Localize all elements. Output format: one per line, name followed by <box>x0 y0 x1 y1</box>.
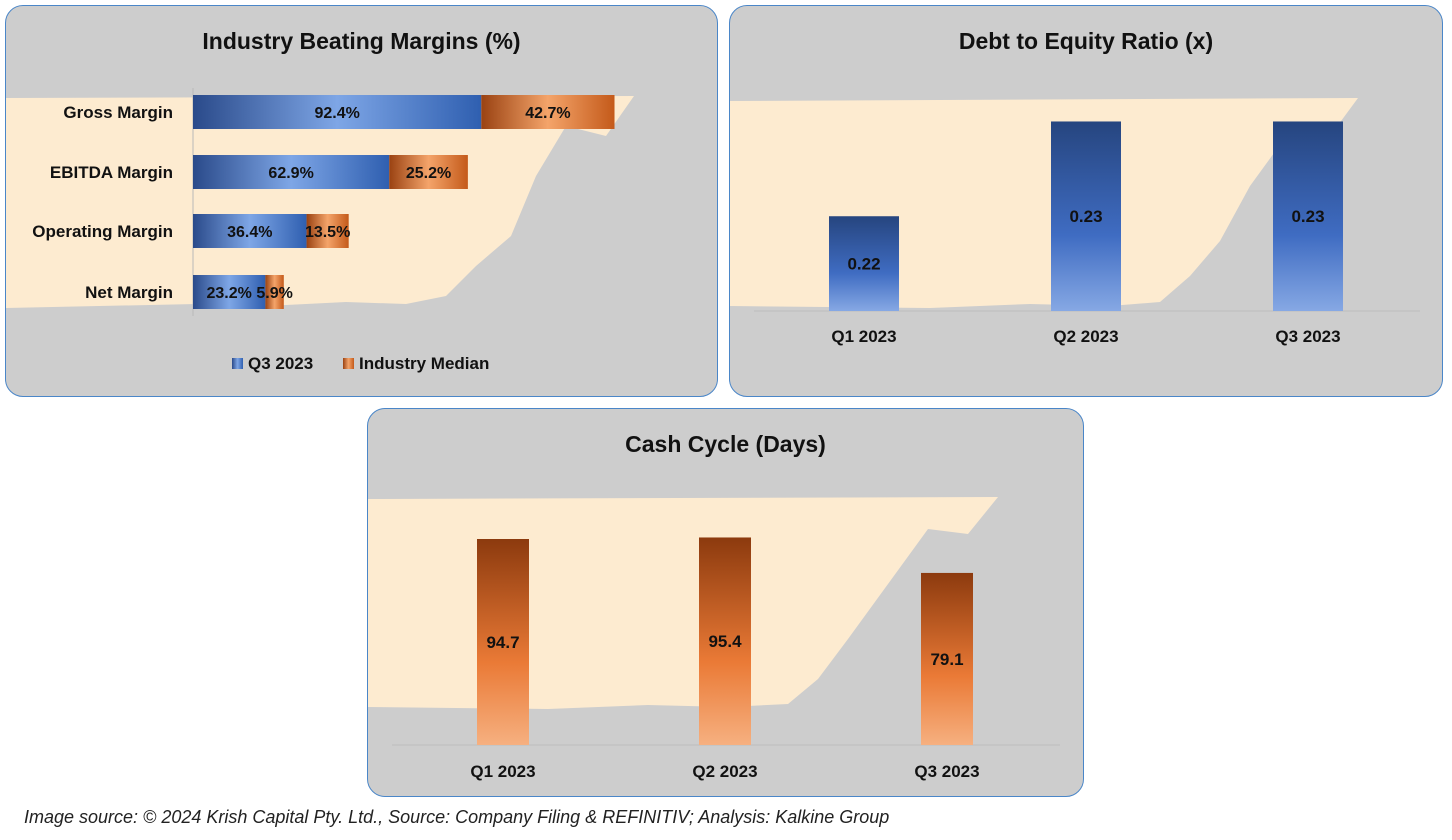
bar <box>1273 121 1343 311</box>
data-label: 13.5% <box>305 224 350 241</box>
bar-industry-median <box>389 155 468 189</box>
bar-industry-median <box>306 214 349 248</box>
image-source-footer: Image source: © 2024 Krish Capital Pty. … <box>24 807 890 827</box>
category-label: EBITDA Margin <box>50 163 173 182</box>
cash-cycle-chart-panel: 94.7 95.4 79.1 Q1 2023 Q2 2023 Q3 2023 Cash … <box>367 408 1084 797</box>
bar-industry-median <box>265 275 284 309</box>
debt-equity-chart: 0.22 0.23 0.23 Q1 2023 Q2 2023 Q3 2023 <box>730 98 1420 346</box>
category-label: Q3 2023 <box>914 762 979 781</box>
margins-chart-panel: 92.4% 42.7% 62.9% 25.2% 36.4% 13.5% 23.2% 5.9% … <box>5 5 718 397</box>
mine-illustration-bg <box>730 98 1358 308</box>
bar-q3-2023 <box>193 155 390 189</box>
bar <box>829 216 899 311</box>
category-label: Q2 2023 <box>692 762 757 781</box>
cash-cycle-chart: 94.7 95.4 79.1 Q1 2023 Q2 2023 Q3 2023 <box>368 497 1060 781</box>
data-label: 23.2% <box>207 285 252 302</box>
bar-q3-2023 <box>193 95 482 129</box>
debt-equity-chart-panel: 0.22 0.23 0.23 Q1 2023 Q2 2023 Q3 2023 Debt … <box>729 5 1443 397</box>
data-label: 36.4% <box>227 224 272 241</box>
margins-chart: 92.4% 42.7%62.9% 25.2%36.4% 13.5%23.2% 5.9% … <box>6 88 634 373</box>
data-label: 62.9% <box>268 165 313 182</box>
data-label: 5.9% <box>256 285 292 302</box>
margins-chart-title: Industry Beating Margins (%) <box>202 28 521 54</box>
mine-illustration-bg <box>6 96 634 308</box>
data-label: 0.22 <box>847 255 880 274</box>
debt-equity-chart-title: Debt to Equity Ratio (x) <box>958 28 1214 54</box>
category-label: Q3 2023 <box>1275 327 1340 346</box>
bar <box>699 537 751 745</box>
data-label: 0.23 <box>1069 207 1102 226</box>
bar-q3-2023 <box>193 214 307 248</box>
bar-q3-2023 <box>193 275 266 309</box>
data-label: 42.7% <box>525 105 570 122</box>
category-label: Net Margin <box>85 283 173 302</box>
data-label: 25.2% <box>406 165 451 182</box>
legend-label: Industry Median <box>359 354 489 373</box>
bar-industry-median <box>481 95 615 129</box>
category-label: Operating Margin <box>32 222 173 241</box>
category-label: Gross Margin <box>63 103 173 122</box>
category-label: Q1 2023 <box>831 327 896 346</box>
legend-swatch <box>343 358 354 369</box>
bar <box>1051 121 1121 311</box>
data-label: 92.4% <box>314 105 359 122</box>
legend-swatch <box>232 358 243 369</box>
category-label: Q1 2023 <box>470 762 535 781</box>
data-label: 94.7 <box>486 633 519 652</box>
bar <box>921 572 973 745</box>
legend-label: Q3 2023 <box>248 354 313 373</box>
data-label: 0.23 <box>1291 207 1324 226</box>
data-label: 95.4 <box>708 632 742 651</box>
category-label: Q2 2023 <box>1053 327 1118 346</box>
cash-cycle-chart-title: Cash Cycle (Days) <box>625 431 826 457</box>
bar <box>477 539 529 745</box>
data-label: 79.1 <box>930 650 963 669</box>
mine-illustration-bg <box>368 497 998 709</box>
